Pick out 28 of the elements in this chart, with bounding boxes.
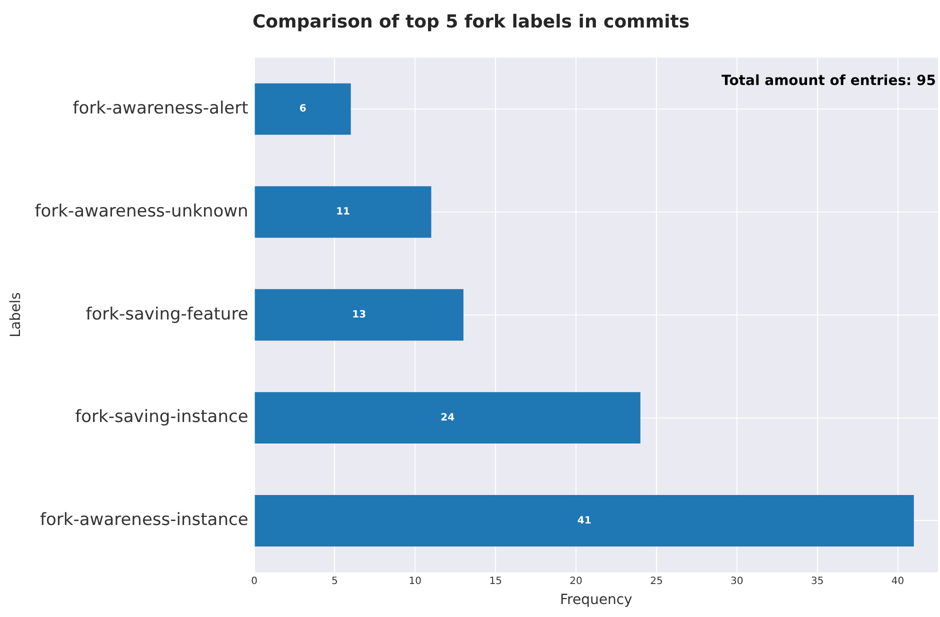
x-tick-label: 10 bbox=[408, 576, 422, 587]
bar bbox=[254, 83, 351, 135]
x-tick-label: 5 bbox=[332, 576, 338, 587]
x-tick-label: 35 bbox=[810, 576, 824, 587]
y-tick-label: fork-saving-instance bbox=[75, 407, 248, 428]
bar bbox=[254, 495, 914, 546]
x-tick-label: 15 bbox=[489, 576, 502, 587]
data-label: 13 bbox=[352, 309, 366, 320]
bar bbox=[254, 289, 464, 341]
y-tick-label: fork-awareness-instance bbox=[40, 510, 248, 530]
data-label: 6 bbox=[299, 104, 306, 115]
x-tick-label: 20 bbox=[570, 576, 582, 587]
chart-title: Comparison of top 5 fork labels in commits bbox=[252, 11, 690, 32]
x-tick-label: 30 bbox=[730, 576, 744, 587]
annotation: Total amount of entries: 95 bbox=[722, 73, 936, 90]
x-axis-title: Frequency bbox=[560, 592, 632, 608]
x-tick-label: 40 bbox=[891, 576, 904, 587]
x-tick-label: 0 bbox=[251, 576, 258, 587]
data-label: 24 bbox=[440, 412, 455, 424]
y-tick-label: fork-awareness-unknown bbox=[34, 201, 248, 222]
x-tick-label: 25 bbox=[650, 576, 663, 587]
y-tick-label: fork-awareness-alert bbox=[72, 98, 249, 118]
y-tick-label: fork-saving-feature bbox=[86, 304, 248, 324]
y-axis-title: Labels bbox=[8, 292, 24, 338]
data-label: 11 bbox=[336, 206, 350, 218]
bar bbox=[254, 186, 432, 238]
bar bbox=[254, 392, 640, 444]
data-label: 41 bbox=[577, 515, 592, 526]
